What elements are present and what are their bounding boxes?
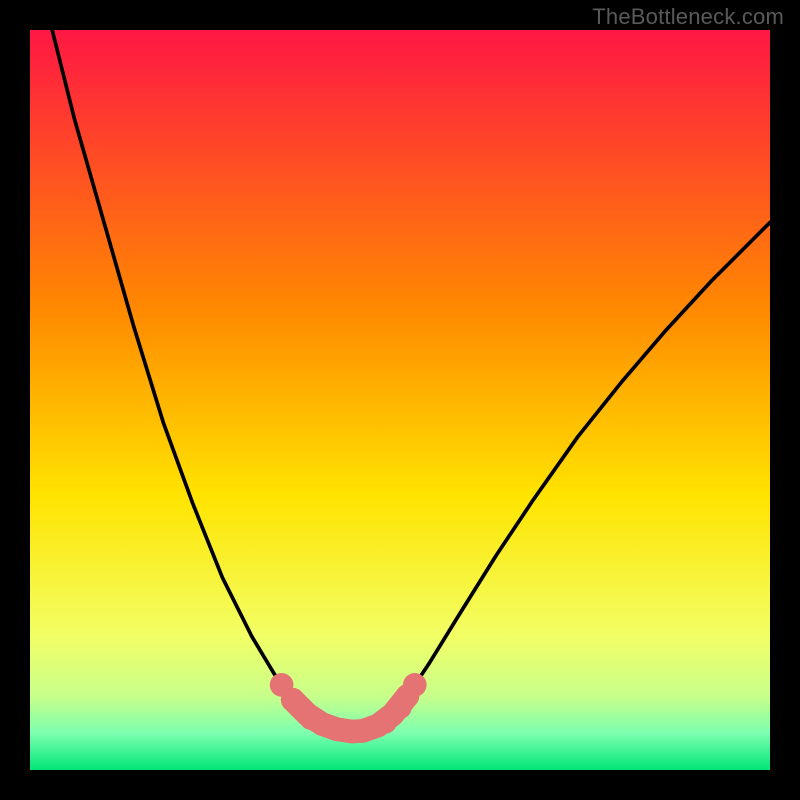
bottleneck-curve: [52, 30, 770, 732]
plot-svg: [30, 30, 770, 770]
highlight-dot: [299, 706, 323, 730]
plot-area: [30, 30, 770, 770]
highlight-dot: [325, 717, 349, 741]
highlight-dot: [281, 688, 305, 712]
highlight-dot: [403, 673, 427, 697]
watermark-label: TheBottleneck.com: [592, 4, 784, 30]
chart-container: TheBottleneck.com: [0, 0, 800, 800]
highlight-dot: [351, 719, 375, 743]
